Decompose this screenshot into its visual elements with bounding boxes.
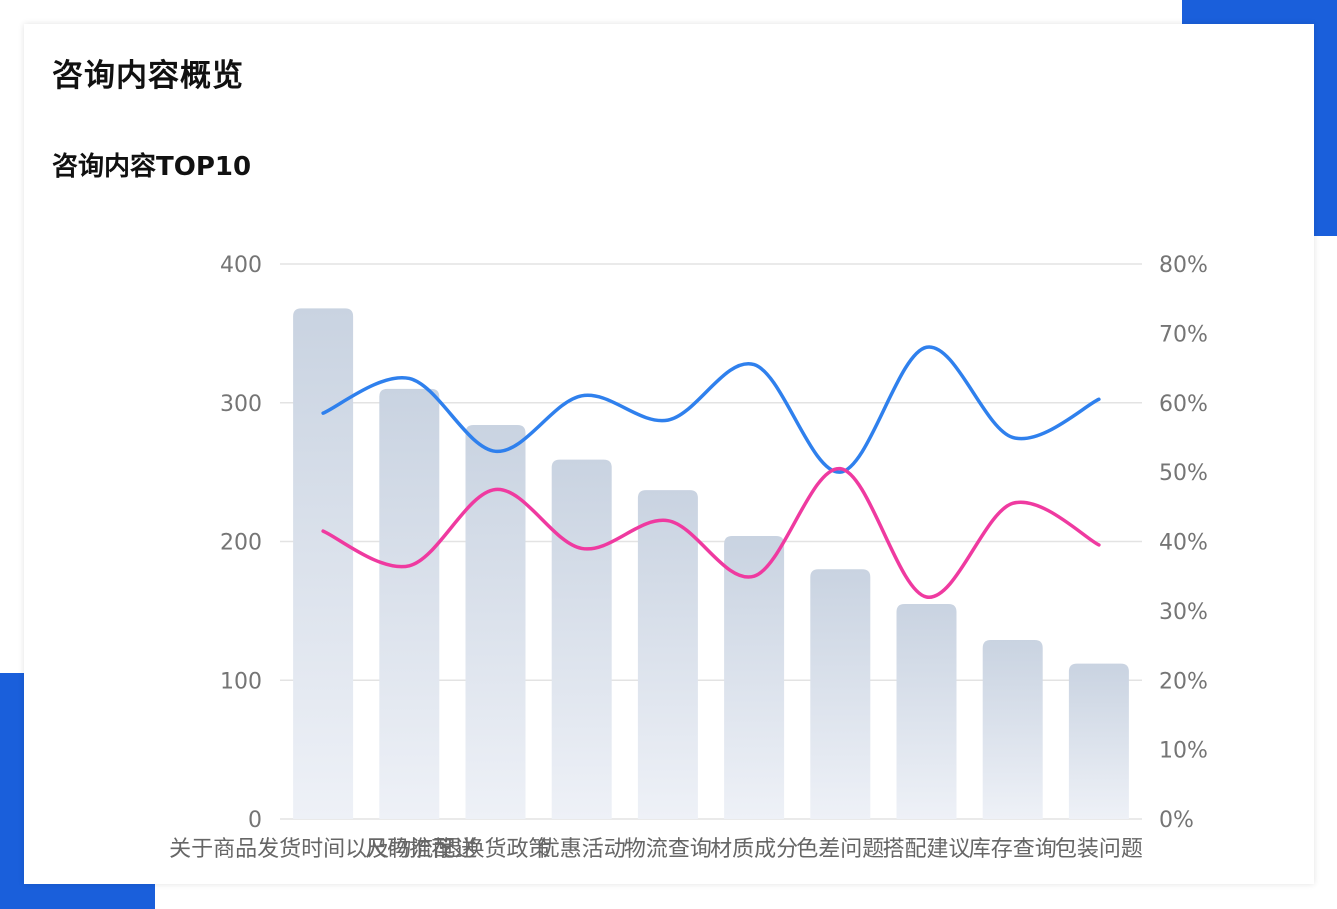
right-axis: 0% 10% 20% 30% 40% 50% 60% 70% 80% [1159,253,1208,833]
category-label: 关于商品发货时间以及物流配送 [169,837,477,862]
right-axis-tick-label: 70% [1159,322,1208,347]
panel-title: 咨询内容概览 [52,58,244,94]
line-series [321,345,1101,599]
bar [637,490,698,819]
bar [1068,663,1129,819]
combo-chart: 0 100 200 300 400 0% 10% 20% 30% 40% 50% 60% 70% 80%… [169,253,1208,862]
right-axis-tick-label: 30% [1159,600,1208,625]
category-label: 物流查询 [624,837,712,862]
line-series-pink [321,466,1101,599]
right-axis-tick-label: 60% [1159,392,1208,417]
right-axis-tick-label: 80% [1159,253,1208,278]
category-label: 尺码推荐 [365,837,453,862]
bar [551,459,612,819]
category-label: 退换货政策 [440,837,550,862]
bar [896,603,957,819]
category-label: 优惠活动 [538,837,626,862]
left-axis-tick-label: 200 [220,531,262,556]
line-series-blue [321,345,1101,474]
bar [465,424,526,819]
left-axis: 0 100 200 300 400 [220,253,262,833]
left-axis-tick-label: 100 [220,669,262,694]
bar [379,388,440,819]
bar [293,308,354,819]
bar [724,535,785,819]
right-axis-tick-label: 50% [1159,461,1208,486]
left-axis-tick-label: 300 [220,392,262,417]
bar [982,640,1043,819]
category-label: 库存查询 [969,837,1057,862]
bar [810,569,871,819]
overview-panel: 咨询内容概览 咨询内容TOP10 0 100 200 300 400 0% 10% 20% 3… [24,24,1314,884]
category-label: 材质成分 [710,837,798,862]
category-label: 包装问题 [1055,837,1143,862]
left-axis-tick-label: 400 [220,253,262,278]
category-label: 搭配建议 [882,837,970,862]
right-axis-tick-label: 10% [1159,739,1208,764]
right-axis-tick-label: 20% [1159,669,1208,694]
category-label: 色差问题 [796,837,884,862]
right-axis-tick-label: 0% [1159,808,1194,833]
category-axis: 关于商品发货时间以及物流配送尺码推荐退换货政策优惠活动物流查询材质成分色差问题搭… [169,837,1143,862]
chart-title: 咨询内容TOP10 [52,152,252,182]
right-axis-tick-label: 40% [1159,531,1208,556]
left-axis-tick-label: 0 [248,808,262,833]
